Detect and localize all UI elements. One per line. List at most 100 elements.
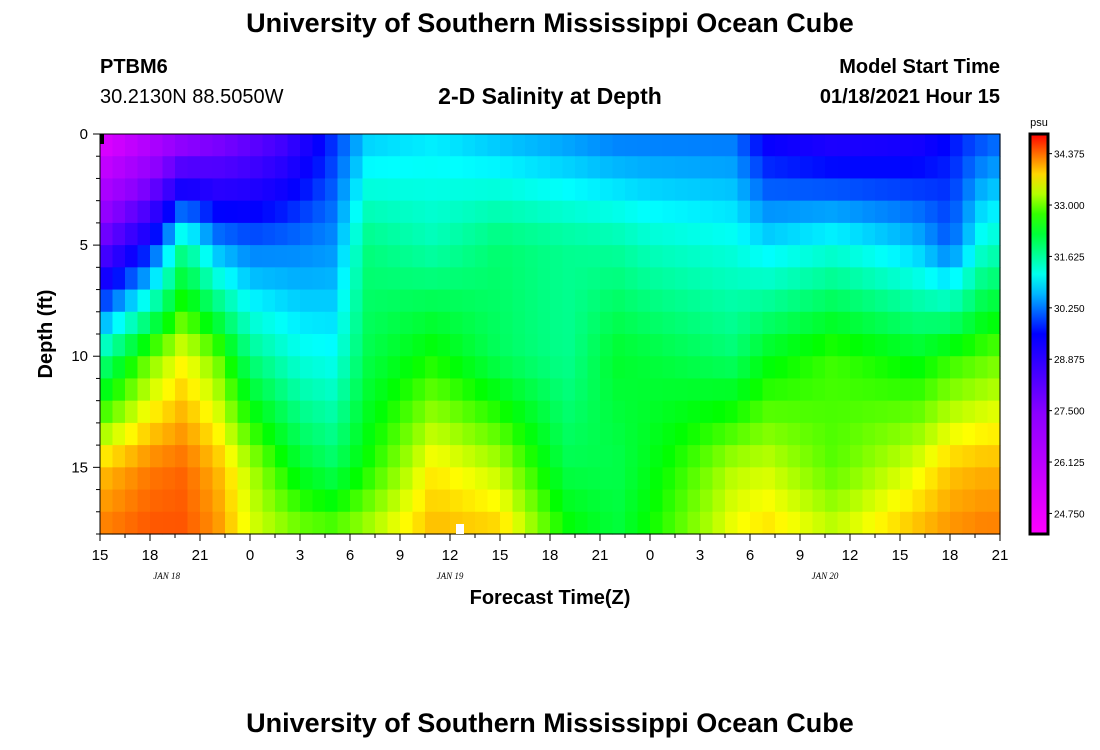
heatmap-cell bbox=[787, 467, 801, 491]
heatmap-cell bbox=[450, 222, 464, 246]
heatmap-cell bbox=[325, 489, 339, 513]
heatmap-cell bbox=[687, 511, 701, 535]
heatmap-cell bbox=[700, 422, 714, 446]
heatmap-cell bbox=[675, 134, 689, 157]
heatmap-cell bbox=[700, 245, 714, 268]
heatmap-cell bbox=[412, 311, 426, 335]
heatmap-cell bbox=[487, 311, 501, 335]
heatmap-cell bbox=[137, 422, 151, 446]
heatmap-cell bbox=[350, 334, 364, 357]
heatmap-cell bbox=[250, 489, 264, 513]
heatmap-cell bbox=[662, 134, 676, 157]
heatmap-cell bbox=[225, 156, 239, 180]
heatmap-cell bbox=[775, 356, 789, 380]
heatmap-cell bbox=[387, 222, 401, 246]
heatmap-cell bbox=[550, 311, 564, 335]
heatmap-cell bbox=[962, 200, 976, 224]
heatmap-cell bbox=[925, 267, 939, 291]
heatmap-cell bbox=[937, 445, 951, 468]
heatmap-cell bbox=[750, 356, 764, 380]
heatmap-cell bbox=[200, 489, 214, 513]
heatmap-cell bbox=[850, 156, 864, 180]
heatmap-cell bbox=[837, 511, 851, 535]
heatmap-cell bbox=[575, 200, 589, 224]
heatmap-cell bbox=[950, 511, 964, 535]
heatmap-cell bbox=[662, 178, 676, 202]
heatmap-cell bbox=[825, 267, 839, 291]
heatmap-cell bbox=[362, 445, 376, 468]
heatmap-cell bbox=[612, 511, 626, 535]
heatmap-cell bbox=[675, 378, 689, 402]
heatmap-cell bbox=[700, 311, 714, 335]
x-axis-title: Forecast Time(Z) bbox=[470, 587, 631, 609]
heatmap-cell bbox=[212, 245, 226, 268]
heatmap-cell bbox=[975, 356, 989, 380]
heatmap-cell bbox=[125, 245, 139, 268]
heatmap-cell bbox=[300, 267, 314, 291]
heatmap-cell bbox=[550, 511, 564, 535]
heatmap-cell bbox=[550, 245, 564, 268]
heatmap-cell bbox=[162, 311, 176, 335]
heatmap-cell bbox=[762, 334, 776, 357]
heatmap-cell bbox=[875, 178, 889, 202]
heatmap-cell bbox=[475, 489, 489, 513]
heatmap-cell bbox=[500, 222, 514, 246]
heatmap-cell bbox=[725, 400, 739, 424]
heatmap-cell bbox=[250, 200, 264, 224]
heatmap-cell bbox=[312, 156, 326, 180]
heatmap-cell bbox=[262, 400, 276, 424]
heatmap-cell bbox=[712, 422, 726, 446]
heatmap-cell bbox=[800, 445, 814, 468]
heatmap-cell bbox=[587, 511, 601, 535]
heatmap-cell bbox=[550, 356, 564, 380]
heatmap-cell bbox=[175, 489, 189, 513]
heatmap-cell bbox=[475, 245, 489, 268]
heatmap-cell bbox=[925, 245, 939, 268]
heatmap-cell bbox=[700, 156, 714, 180]
heatmap-cell bbox=[437, 467, 451, 491]
heatmap-cell bbox=[850, 511, 864, 535]
heatmap-cell bbox=[850, 422, 864, 446]
heatmap-cell bbox=[437, 489, 451, 513]
heatmap-cell bbox=[862, 467, 876, 491]
heatmap-cell bbox=[625, 445, 639, 468]
heatmap-cell bbox=[925, 467, 939, 491]
heatmap-cell bbox=[637, 245, 651, 268]
heatmap-cell bbox=[962, 378, 976, 402]
heatmap-cell bbox=[200, 356, 214, 380]
heatmap-cell bbox=[500, 400, 514, 424]
heatmap-cell bbox=[650, 422, 664, 446]
footer-title: University of Southern Mississippi Ocean… bbox=[246, 708, 854, 738]
heatmap-cell bbox=[100, 156, 114, 180]
heatmap-cell bbox=[987, 445, 1001, 468]
heatmap-cell bbox=[562, 445, 576, 468]
heatmap-cell bbox=[775, 422, 789, 446]
heatmap-cell bbox=[650, 245, 664, 268]
heatmap-cell bbox=[875, 311, 889, 335]
heatmap-cell bbox=[950, 467, 964, 491]
heatmap-cell bbox=[637, 489, 651, 513]
heatmap-cell bbox=[100, 422, 114, 446]
heatmap-cell bbox=[700, 289, 714, 313]
heatmap-cell bbox=[412, 156, 426, 180]
heatmap-cell bbox=[862, 356, 876, 380]
heatmap-cell bbox=[737, 156, 751, 180]
heatmap-cell bbox=[975, 400, 989, 424]
x-tick-label: 6 bbox=[346, 547, 354, 564]
heatmap-cell bbox=[950, 356, 964, 380]
heatmap-cell bbox=[412, 134, 426, 157]
heatmap-cell bbox=[112, 245, 126, 268]
heatmap-cell bbox=[850, 289, 864, 313]
heatmap-cell bbox=[337, 356, 351, 380]
heatmap-cell bbox=[750, 467, 764, 491]
heatmap-cell bbox=[100, 267, 114, 291]
heatmap-cell bbox=[837, 311, 851, 335]
heatmap-cell bbox=[962, 511, 976, 535]
heatmap-cell bbox=[200, 156, 214, 180]
heatmap-cell bbox=[225, 511, 239, 535]
heatmap-cell bbox=[675, 178, 689, 202]
heatmap-cell bbox=[775, 222, 789, 246]
heatmap-cell bbox=[675, 267, 689, 291]
heatmap-cell bbox=[612, 400, 626, 424]
heatmap-cell bbox=[475, 156, 489, 180]
